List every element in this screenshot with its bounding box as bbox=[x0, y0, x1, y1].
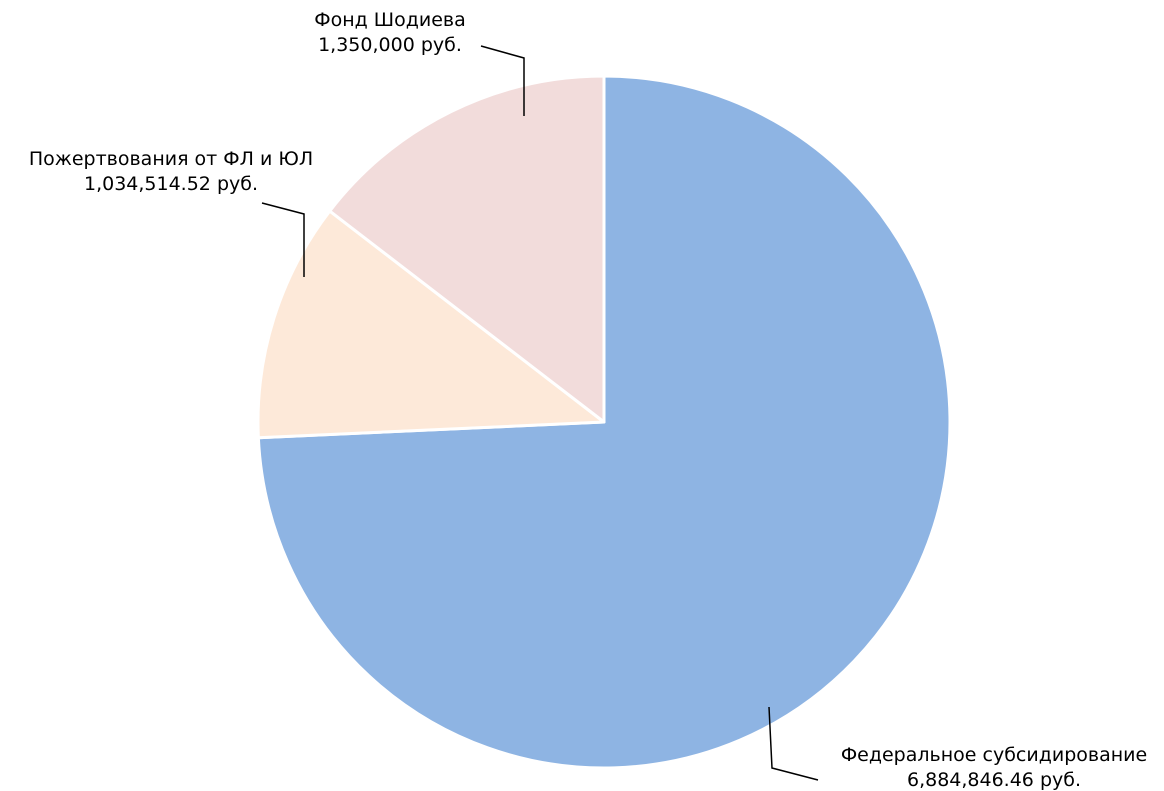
leader-line-federal bbox=[768, 706, 819, 781]
data-label-shodiev-value: 1,350,000 руб. bbox=[318, 34, 462, 56]
data-label-federal-value: 6,884,846.46 руб. bbox=[907, 769, 1081, 791]
data-label-federal-name: Федеральное субсидирование bbox=[841, 744, 1147, 766]
pie-slices bbox=[256, 74, 952, 770]
data-label-shodiev-name: Фонд Шодиева bbox=[314, 9, 466, 31]
leader-line-donations bbox=[261, 202, 305, 277]
leader-line-shodiev bbox=[480, 45, 525, 116]
pie-slice-shodiev bbox=[328, 74, 606, 424]
data-label-donations-value: 1,034,514.52 руб. bbox=[84, 173, 258, 195]
data-label-donations-name: Пожертвования от ФЛ и ЮЛ bbox=[29, 148, 313, 170]
pie-slice-donations bbox=[256, 209, 606, 440]
